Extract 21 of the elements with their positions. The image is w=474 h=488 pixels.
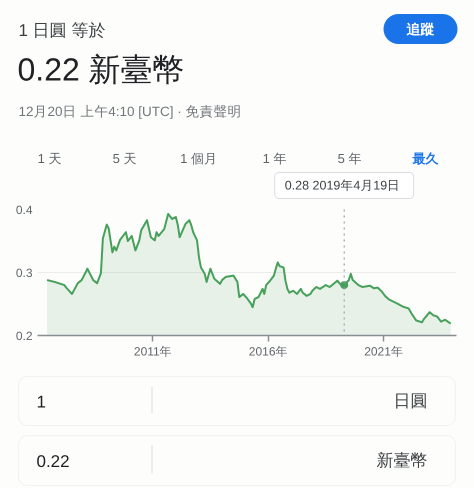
text: 0.22 [36,452,70,471]
text: 1 天 [38,151,62,166]
text: 1 個月 [180,151,217,166]
x-tick-label: 2011年 [134,344,172,358]
text: 1 日圓 等於 [18,21,106,40]
text: 1 年 [262,151,286,166]
chart-subtitle: 12月20日 上午4:10 [UTC] · 免責聲明 [18,104,242,119]
text: 追蹤 [406,21,434,37]
x-tick-label: 2016年 [248,344,288,358]
text: 日圓 [394,392,428,410]
text: 1 [36,392,46,412]
x-tick-label: 2021年 [364,344,403,358]
text: 最久 [412,151,440,166]
y-tick-label: 0.3 [16,266,33,280]
text: 5 年 [338,151,362,166]
chart-title: 0.22 新臺幣 [18,52,185,88]
ref-line-label: 0.28 2019年4月19日 [284,178,400,192]
y-tick-label: 0.2 [16,329,33,343]
text: 5 天 [112,151,136,166]
text: 新臺幣 [376,451,428,470]
y-tick-label: 0.4 [16,203,33,217]
